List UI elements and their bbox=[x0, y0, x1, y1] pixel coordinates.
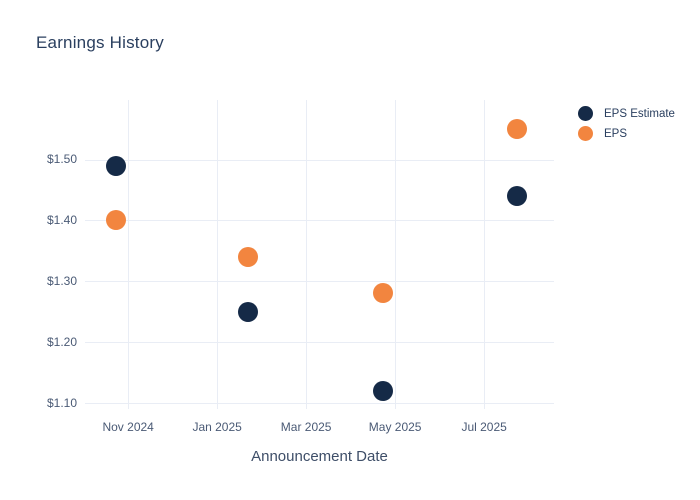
y-tick-label: $1.40 bbox=[46, 212, 77, 227]
x-gridline bbox=[484, 100, 486, 403]
x-gridline bbox=[395, 100, 397, 403]
legend-item-eps[interactable]: EPS bbox=[578, 126, 675, 141]
x-axis-title: Announcement Date bbox=[251, 448, 388, 465]
point-eps-estimate[interactable] bbox=[373, 380, 394, 401]
x-tick-mark bbox=[128, 403, 130, 409]
y-gridline bbox=[85, 403, 554, 404]
chart-title: Earnings History bbox=[36, 33, 164, 52]
legend-label: EPS Estimate bbox=[604, 107, 675, 120]
legend-item-eps-estimate[interactable]: EPS Estimate bbox=[578, 106, 675, 121]
legend-label: EPS bbox=[604, 127, 628, 140]
x-tick-mark bbox=[306, 403, 308, 409]
point-eps[interactable] bbox=[373, 283, 394, 304]
y-tick-label: $1.20 bbox=[46, 334, 77, 349]
legend-marker-icon bbox=[578, 126, 593, 141]
point-eps-estimate[interactable] bbox=[106, 155, 127, 176]
y-gridline bbox=[85, 342, 554, 344]
x-gridline bbox=[306, 100, 308, 403]
x-gridline bbox=[217, 100, 219, 403]
point-eps-estimate[interactable] bbox=[238, 301, 259, 322]
point-eps[interactable] bbox=[238, 246, 259, 267]
y-tick-label: $1.50 bbox=[46, 152, 77, 167]
x-tick-label: Mar 2025 bbox=[280, 420, 332, 434]
point-eps[interactable] bbox=[506, 119, 527, 140]
y-tick-label: $1.10 bbox=[46, 395, 77, 410]
point-eps[interactable] bbox=[106, 210, 127, 231]
x-tick-label: May 2025 bbox=[368, 420, 422, 434]
point-eps-estimate[interactable] bbox=[506, 186, 527, 207]
y-gridline bbox=[85, 220, 554, 222]
x-tick-label: Nov 2024 bbox=[102, 420, 154, 434]
y-gridline bbox=[85, 159, 554, 161]
plot-area bbox=[85, 100, 554, 409]
x-tick-label: Jul 2025 bbox=[461, 420, 507, 434]
x-tick-mark bbox=[484, 403, 486, 409]
y-gridline bbox=[85, 281, 554, 283]
x-tick-mark bbox=[217, 403, 219, 409]
x-tick-mark bbox=[395, 403, 397, 409]
legend-marker-icon bbox=[578, 106, 593, 121]
legend: EPS Estimate EPS bbox=[578, 106, 675, 141]
y-tick-label: $1.30 bbox=[46, 273, 77, 288]
x-tick-label: Jan 2025 bbox=[192, 420, 242, 434]
x-gridline bbox=[128, 100, 130, 403]
